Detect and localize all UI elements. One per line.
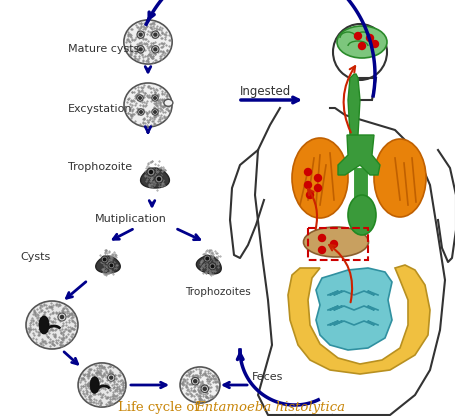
Circle shape [209, 263, 216, 270]
Circle shape [201, 385, 208, 393]
Circle shape [194, 380, 197, 383]
Circle shape [137, 31, 144, 38]
Polygon shape [316, 268, 392, 350]
Polygon shape [96, 256, 120, 273]
Circle shape [204, 255, 211, 262]
Circle shape [307, 191, 313, 198]
Circle shape [304, 168, 312, 176]
Circle shape [103, 258, 106, 261]
Circle shape [139, 97, 142, 99]
Text: Excystation: Excystation [68, 104, 132, 114]
Circle shape [192, 377, 199, 385]
Polygon shape [197, 256, 221, 274]
Polygon shape [288, 265, 430, 374]
Ellipse shape [180, 367, 220, 403]
Ellipse shape [337, 26, 387, 58]
Circle shape [110, 376, 113, 379]
Circle shape [314, 174, 322, 181]
Ellipse shape [164, 99, 173, 106]
Polygon shape [348, 74, 360, 140]
Ellipse shape [124, 83, 172, 127]
Circle shape [154, 111, 156, 113]
Ellipse shape [124, 20, 172, 64]
Circle shape [152, 46, 159, 53]
Circle shape [330, 240, 338, 248]
Text: Trophozoite: Trophozoite [68, 162, 132, 172]
Circle shape [152, 95, 158, 101]
Circle shape [110, 264, 113, 267]
Circle shape [58, 313, 66, 321]
Circle shape [318, 247, 325, 253]
Circle shape [137, 46, 144, 53]
Circle shape [61, 315, 64, 319]
Circle shape [359, 42, 365, 50]
Ellipse shape [303, 227, 369, 257]
Circle shape [138, 109, 144, 115]
Text: Entamoeba histolytica: Entamoeba histolytica [195, 401, 345, 414]
Text: Trophozoites: Trophozoites [185, 287, 251, 297]
Circle shape [140, 111, 142, 113]
Circle shape [318, 235, 325, 242]
Circle shape [152, 109, 158, 115]
Ellipse shape [39, 316, 49, 334]
Circle shape [108, 262, 115, 269]
Circle shape [152, 31, 159, 38]
Circle shape [101, 256, 108, 263]
Circle shape [107, 374, 115, 381]
Circle shape [154, 48, 157, 51]
Circle shape [147, 168, 155, 176]
Circle shape [211, 265, 214, 267]
Circle shape [206, 257, 208, 260]
Ellipse shape [78, 363, 126, 407]
Circle shape [366, 35, 374, 42]
Circle shape [157, 178, 161, 181]
Ellipse shape [348, 195, 376, 235]
Circle shape [304, 181, 312, 188]
Circle shape [154, 33, 157, 36]
Ellipse shape [292, 138, 348, 218]
Text: Life cycle of: Life cycle of [118, 401, 203, 414]
Circle shape [354, 32, 362, 40]
Polygon shape [338, 135, 380, 175]
Circle shape [371, 40, 379, 47]
Circle shape [154, 97, 156, 99]
Circle shape [137, 95, 143, 101]
Circle shape [155, 175, 163, 183]
Circle shape [203, 387, 206, 390]
Text: Ingested: Ingested [240, 85, 291, 98]
Text: Mature cysts: Mature cysts [68, 44, 139, 54]
Ellipse shape [90, 377, 99, 393]
Circle shape [139, 48, 142, 51]
Circle shape [314, 185, 322, 191]
Text: Mutiplication: Mutiplication [95, 214, 167, 224]
Circle shape [139, 33, 142, 36]
Ellipse shape [26, 301, 78, 349]
Text: Cysts: Cysts [20, 252, 50, 262]
Circle shape [150, 171, 152, 173]
Ellipse shape [374, 139, 426, 217]
Polygon shape [141, 168, 169, 188]
Text: Feces: Feces [252, 372, 283, 382]
